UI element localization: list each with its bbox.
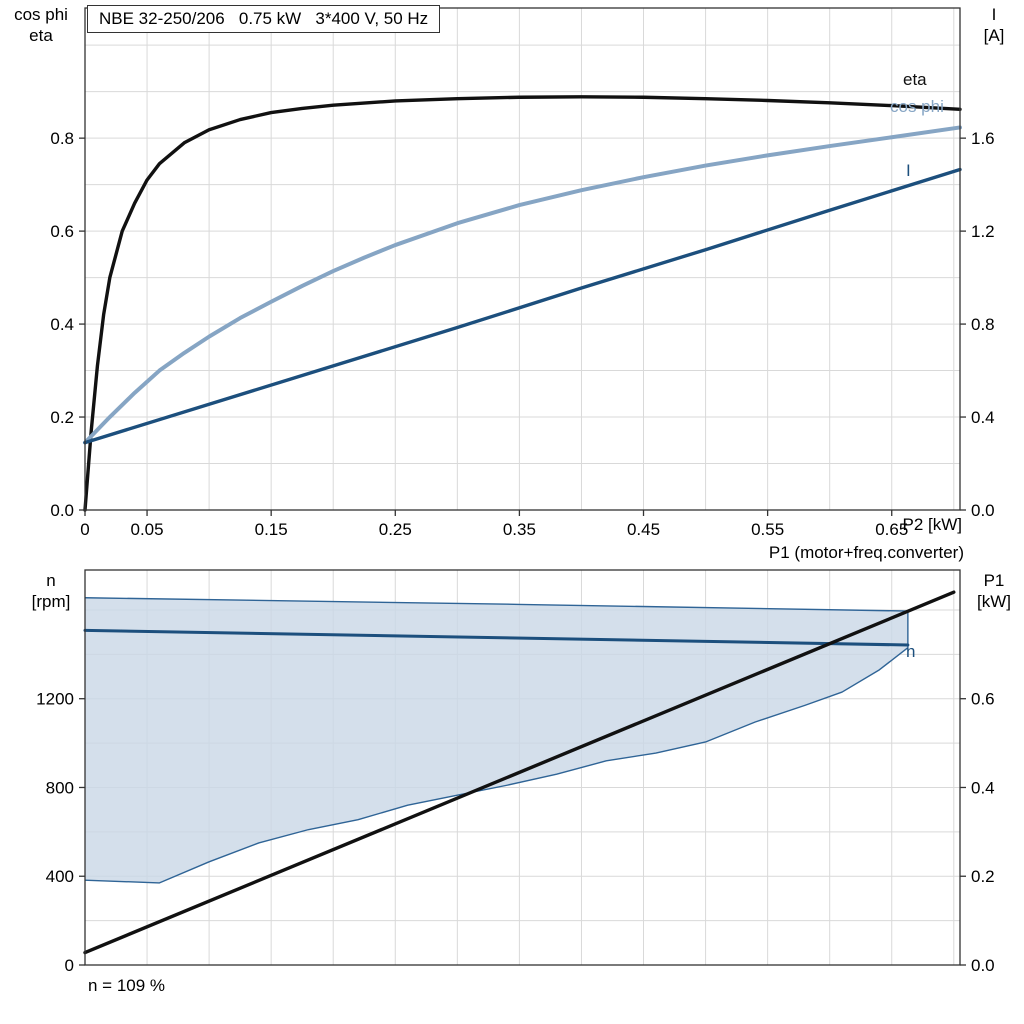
p1-curve-caption: P1 (motor+freq.converter)	[768, 543, 964, 562]
y-right-tick-label: 0.2	[971, 867, 995, 886]
speed-percentage-note: n = 109 %	[88, 976, 166, 995]
y-right-tick-label: 0.0	[971, 956, 995, 975]
curve-n	[83, 628, 910, 647]
bottom-right-axis-title: P1 [kW]	[968, 570, 1020, 612]
x-tick-label: 0.25	[379, 520, 412, 539]
y-right-tick-label: 0.0	[971, 501, 995, 520]
y-left-tick-label: 0	[65, 956, 74, 975]
x-tick-label: 0.55	[751, 520, 784, 539]
y-right-tick-label: 0.6	[971, 690, 995, 709]
bottom-left-axis-title: n [rpm]	[22, 570, 80, 612]
eta-axis-label: eta	[29, 26, 53, 45]
y-right-tick-label: 0.4	[971, 778, 995, 797]
x-tick-label: 0	[80, 520, 89, 539]
y-left-tick-label: 0.2	[50, 408, 74, 427]
y-left-tick-label: 0.0	[50, 501, 74, 520]
current-axis-unit: [A]	[983, 26, 1005, 45]
y-left-tick-label: 1200	[36, 690, 74, 709]
y-left-tick-label: 0.6	[50, 222, 74, 241]
x-tick-label: 0.35	[503, 520, 536, 539]
current-axis-label: I	[991, 5, 997, 24]
curve-I	[83, 167, 962, 445]
curve-eta	[83, 95, 962, 512]
plot-border	[84, 7, 961, 511]
allowed-speed-range-fill	[85, 597, 908, 883]
y-left-tick-label: 0.8	[50, 129, 74, 148]
y-left-tick-label: 800	[46, 778, 74, 797]
x-axis-title: P2 [kW]	[902, 515, 962, 534]
p1-axis-label: P1	[983, 571, 1005, 590]
cosphi-axis-label: cos phi	[14, 5, 68, 24]
allowed-speed-range-outline	[84, 597, 909, 884]
chart-title-box: NBE 32-250/206 0.75 kW 3*400 V, 50 Hz	[87, 5, 441, 33]
x-tick-label: 0.15	[255, 520, 288, 539]
curve-P1	[83, 590, 956, 955]
y-right-tick-label: 0.8	[971, 315, 995, 334]
y-left-tick-label: 0.4	[50, 315, 74, 334]
speed-axis-unit: [rpm]	[31, 592, 71, 611]
top-right-axis-title: I [A]	[970, 4, 1018, 46]
speed-axis-label: n	[46, 571, 56, 590]
y-right-tick-label: 1.2	[971, 222, 995, 241]
current-curve-label: I	[906, 161, 911, 180]
x-tick-label: 0.05	[131, 520, 164, 539]
y-right-tick-label: 0.4	[971, 408, 995, 427]
speed-curve-label: n	[906, 642, 916, 661]
x-tick-label: 0.45	[627, 520, 660, 539]
curve-cos-phi	[83, 125, 962, 445]
y-left-tick-label: 400	[46, 867, 74, 886]
p1-axis-unit: [kW]	[977, 592, 1011, 611]
eta-curve-label: eta	[903, 70, 927, 89]
y-right-tick-label: 1.6	[971, 129, 995, 148]
cosphi-curve-label: cos phi	[890, 97, 944, 116]
plot-border	[84, 569, 961, 966]
x-tick-label: 0.65	[875, 520, 908, 539]
top-left-axis-title: cos phi eta	[2, 4, 80, 46]
